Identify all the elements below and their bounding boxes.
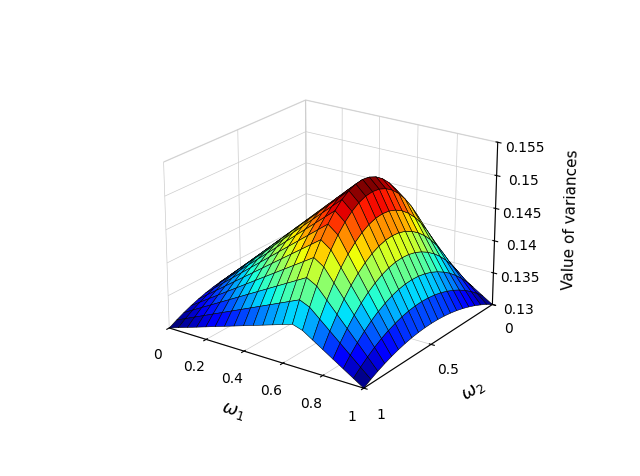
Y-axis label: $\omega_2$: $\omega_2$ [458, 377, 488, 406]
X-axis label: $\omega_1$: $\omega_1$ [219, 398, 247, 423]
